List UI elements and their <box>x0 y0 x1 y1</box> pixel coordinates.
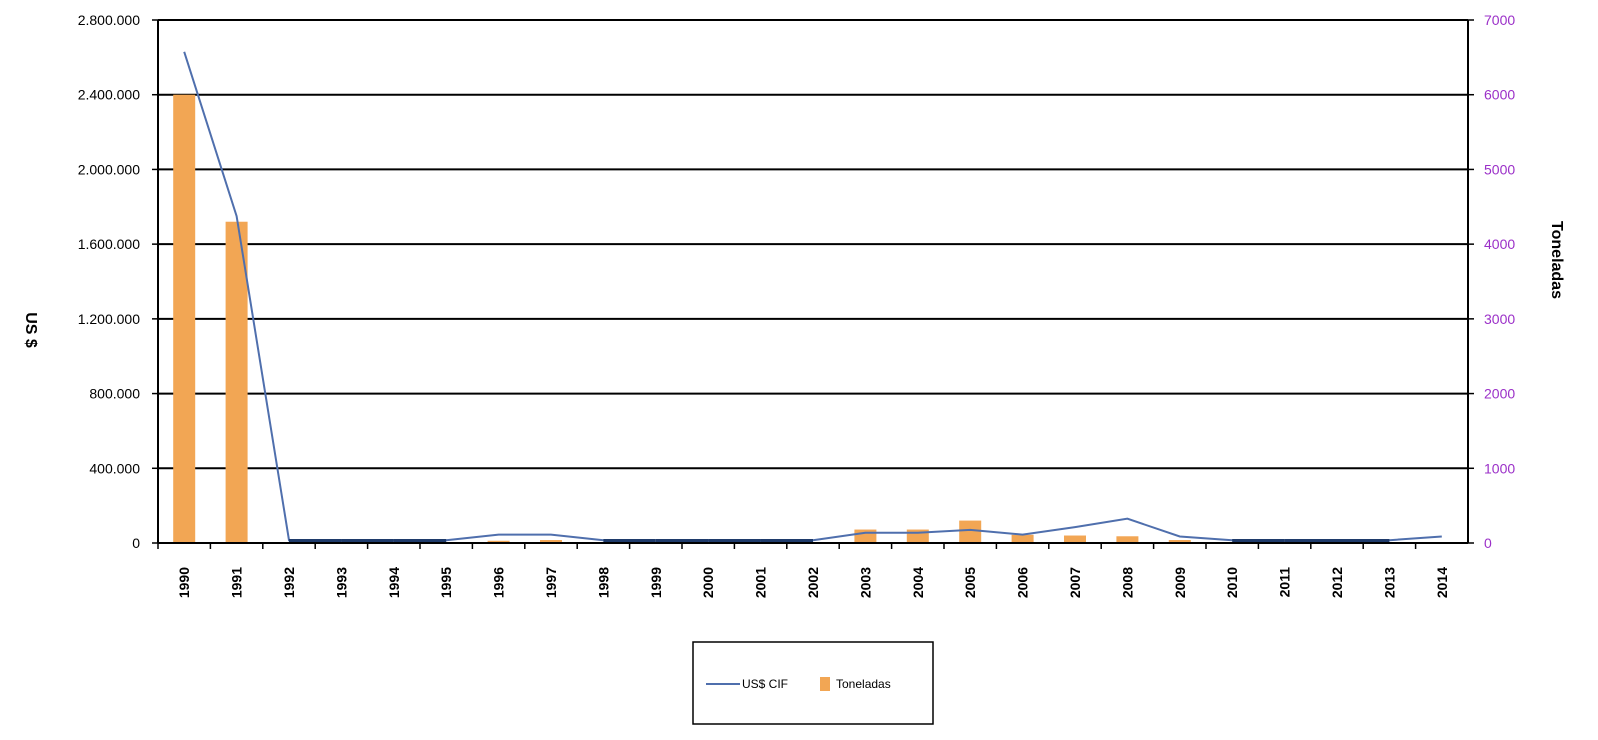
left-tick-label: 800.000 <box>89 386 140 402</box>
x-tick-label: 2003 <box>857 567 873 598</box>
x-tick-label: 1998 <box>595 567 611 598</box>
axes <box>157 20 1469 544</box>
bar-toneladas <box>1011 534 1034 543</box>
x-tick-label: 1992 <box>281 567 297 598</box>
x-tick-label: 2013 <box>1381 567 1397 598</box>
left-tick-label: 400.000 <box>89 460 140 476</box>
line-series-uscif <box>183 51 1442 545</box>
x-tick-label: 2005 <box>962 567 978 598</box>
bar-toneladas <box>487 540 510 543</box>
right-tick-label: 5000 <box>1484 161 1515 177</box>
x-tick-label: 2009 <box>1172 567 1188 598</box>
x-tick-label: 1996 <box>491 567 507 598</box>
legend-label-toneladas: Toneladas <box>836 677 891 691</box>
x-tick-label: 2011 <box>1277 567 1293 598</box>
left-tick-label: 2.400.000 <box>78 87 140 103</box>
right-tick-label: 0 <box>1484 535 1492 551</box>
x-tick-label: 1995 <box>438 567 454 598</box>
gridlines <box>158 19 1468 544</box>
bar-toneladas <box>1064 535 1086 543</box>
x-tick-label: 2007 <box>1067 567 1083 598</box>
x-tick-label: 2002 <box>805 567 821 598</box>
left-tick-label: 2.000.000 <box>78 161 140 177</box>
x-tick-label: 1999 <box>648 567 664 598</box>
left-tick-label: 1.600.000 <box>78 236 140 252</box>
right-tick-label: 4000 <box>1484 236 1515 252</box>
x-tick-label: 2008 <box>1119 567 1135 598</box>
left-axis-ticks: 0 400.000 800.000 1.200.000 1.600.000 2.000.0… <box>78 12 158 551</box>
x-tick-label: 2010 <box>1224 567 1240 598</box>
left-tick-label: 2.800.000 <box>78 12 140 28</box>
x-tick-label: 1991 <box>229 567 245 598</box>
right-tick-label: 1000 <box>1484 460 1515 476</box>
bar-toneladas <box>1168 540 1191 543</box>
x-tick-label: 1990 <box>176 567 192 598</box>
left-tick-label: 0 <box>132 535 140 551</box>
right-tick-label: 3000 <box>1484 311 1515 327</box>
right-tick-label: 2000 <box>1484 386 1515 402</box>
x-tick-label: 1997 <box>543 567 559 598</box>
right-axis-ticks: 0 1000 2000 3000 4000 5000 6000 7000 <box>1468 12 1515 551</box>
x-tick-label: 1993 <box>333 567 349 598</box>
x-tick-label: 2000 <box>700 567 716 598</box>
x-axis-ticks: 1990 1991 1992 1993 1994 1995 1996 1997 1998 1999… <box>157 543 1450 598</box>
right-axis-title: Toneladas <box>1548 221 1565 299</box>
legend-label-uscif: US$ CIF <box>742 677 788 691</box>
x-tick-label: 2006 <box>1015 567 1031 598</box>
line-uscif <box>183 51 1442 545</box>
right-tick-label: 6000 <box>1484 87 1515 103</box>
right-tick-label: 7000 <box>1484 12 1515 28</box>
bar-toneladas <box>959 520 982 543</box>
bar-toneladas <box>173 94 196 543</box>
x-tick-label: 2004 <box>910 567 926 598</box>
bar-toneladas <box>225 221 248 543</box>
bar-toneladas <box>854 529 877 543</box>
x-tick-label: 2012 <box>1329 567 1345 598</box>
x-tick-label: 1994 <box>386 567 402 598</box>
x-tick-label: 2001 <box>753 567 769 598</box>
bar-toneladas <box>1116 536 1139 543</box>
legend: US$ CIF Toneladas <box>692 641 934 725</box>
left-axis-title: US $ <box>22 312 39 348</box>
bar-toneladas <box>540 540 562 543</box>
left-tick-label: 1.200.000 <box>78 311 140 327</box>
x-tick-label: 2014 <box>1434 567 1450 598</box>
legend-bar-swatch <box>820 677 830 691</box>
